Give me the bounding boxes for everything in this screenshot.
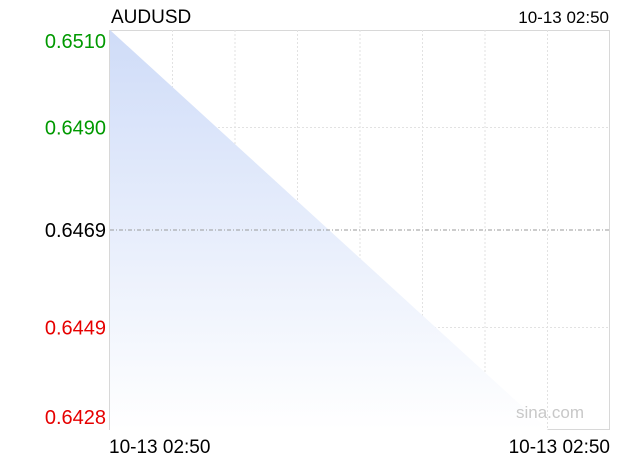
y-axis-tick-labels: 0.6510 0.6490 0.6469 0.6449 0.6428 (45, 31, 106, 429)
watermark: sina.com (516, 403, 584, 422)
x-label-end: 10-13 02:50 (509, 437, 610, 458)
y-tick-label: 0.6449 (45, 318, 106, 340)
x-label-start: 10-13 02:50 (109, 437, 210, 458)
chart-title: AUDUSD (111, 7, 191, 28)
y-tick-label: 0.6510 (45, 31, 106, 53)
header-timestamp: 10-13 02:50 (518, 8, 609, 27)
y-tick-label: 0.6490 (45, 118, 106, 140)
y-tick-label: 0.6428 (45, 407, 106, 429)
y-tick-label: 0.6469 (45, 220, 106, 242)
